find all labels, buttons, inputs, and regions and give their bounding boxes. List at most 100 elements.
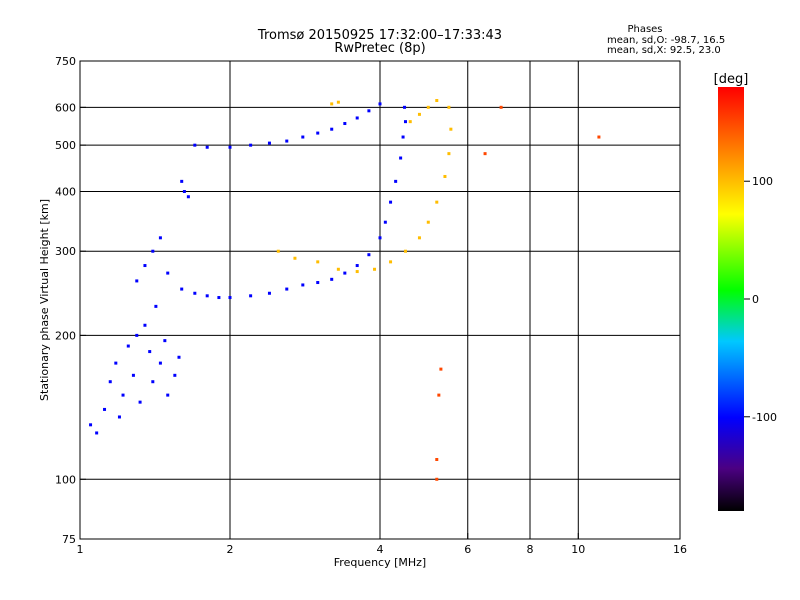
y-tick-label: 500 [55,139,76,152]
y-tick-label: 750 [55,55,76,68]
data-point [394,179,398,183]
x-tick-label: 2 [227,543,234,556]
x-tick-label: 16 [673,543,687,556]
data-point [193,291,197,295]
data-point [403,249,407,253]
stats-line-o: mean, sd,O: -98.7, 16.5 [607,35,725,46]
data-point [135,279,139,283]
colorbar-ticks: 100 0 -100 [744,175,777,424]
data-point [108,380,112,384]
data-point [151,380,155,384]
x-tick-label: 6 [464,543,471,556]
y-axis-label: Stationary phase Virtual Height [km] [38,199,51,401]
data-point [173,373,177,377]
y-tick-label: 200 [55,329,76,342]
data-point [182,189,186,193]
data-point [343,122,347,126]
data-point [447,152,451,156]
data-point [143,323,147,327]
data-point [249,294,253,298]
data-point [355,116,359,120]
data-point [426,220,430,224]
data-point [383,220,387,224]
data-point [401,135,405,139]
grid-lines [80,61,680,539]
y-tick-label: 100 [55,473,76,486]
x-tick-label: 8 [527,543,534,556]
data-point [301,135,305,139]
data-points [89,99,601,481]
data-point [443,174,447,178]
data-point [483,152,487,156]
data-point [135,333,139,337]
data-point [426,105,430,109]
colorbar-label: [deg] [714,72,749,87]
data-point [205,294,209,298]
data-point [166,271,170,275]
chart-title: Tromsø 20150925 17:32:00–17:33:43 [257,28,502,43]
data-point [276,249,280,253]
stats-heading: Phases [627,24,662,35]
data-point [597,135,601,139]
data-point [449,127,453,131]
data-point [316,281,320,285]
data-point [114,361,118,365]
data-point [367,253,371,257]
data-point [435,457,439,461]
data-point [117,415,121,419]
x-axis-ticks: 1 2 4 6 8 10 16 [77,533,687,556]
data-point [417,112,421,116]
data-point [293,256,297,260]
data-point [285,287,289,291]
data-point [367,109,371,113]
data-point [447,105,451,109]
data-point [330,277,334,281]
data-point [89,423,93,427]
data-point [316,260,320,264]
colorbar-tick-label: 0 [752,293,759,306]
data-point [403,105,407,109]
data-point [205,145,209,149]
data-point [399,156,403,160]
data-point [103,407,107,411]
data-point [193,143,197,147]
data-point [403,120,407,124]
data-point [373,267,377,271]
data-point [131,373,135,377]
colorbar-tick-label: 100 [752,175,773,188]
y-tick-label: 400 [55,185,76,198]
data-point [435,200,439,204]
data-point [180,287,184,291]
data-point [336,100,340,104]
data-point [499,105,503,109]
data-point [228,145,232,149]
data-point [435,477,439,481]
data-point [186,195,190,199]
data-point [417,236,421,240]
y-tick-label: 75 [62,533,76,546]
data-point [330,127,334,131]
data-point [378,236,382,240]
data-point [301,283,305,287]
y-axis-ticks: 75 100 200 300 400 500 600 750 [55,55,86,546]
data-point [121,393,125,397]
data-point [389,200,393,204]
data-point [95,431,99,435]
data-point [154,304,158,308]
data-point [166,393,170,397]
data-point [439,367,443,371]
data-point [285,139,289,143]
colorbar-tick-label: -100 [752,411,777,424]
x-tick-label: 10 [571,543,585,556]
stats-line-x: mean, sd,X: 92.5, 23.0 [607,45,721,56]
data-point [138,400,142,404]
y-tick-label: 300 [55,245,76,258]
data-point [355,270,359,274]
x-tick-label: 4 [377,543,384,556]
data-point [437,393,441,397]
data-point [217,296,221,300]
y-tick-label: 600 [55,101,76,114]
data-point [267,291,271,295]
data-point [158,236,162,240]
